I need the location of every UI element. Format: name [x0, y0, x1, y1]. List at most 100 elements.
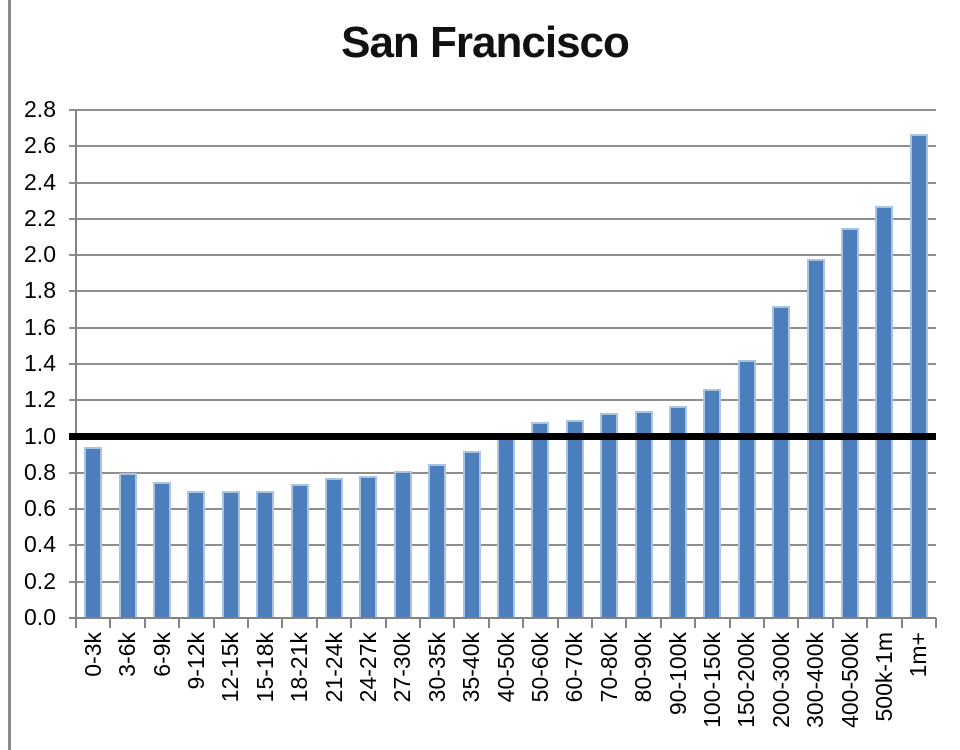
x-tick-mark: [522, 618, 525, 628]
x-tick-label: 50-60k: [526, 632, 553, 703]
gridline: [69, 326, 936, 329]
x-tick-mark: [178, 618, 181, 628]
x-tick-label: 3-6k: [114, 632, 141, 677]
gridline: [69, 363, 936, 365]
bar: [325, 478, 343, 618]
y-tick-label: 0.8: [24, 458, 56, 485]
bar: [634, 411, 653, 618]
x-tick-label: 150-200k: [733, 632, 760, 728]
x-tick-mark: [75, 618, 77, 628]
x-tick-label: 18-21k: [286, 632, 313, 703]
bar: [256, 491, 275, 618]
x-tick-mark: [728, 618, 731, 628]
x-tick-mark: [591, 618, 593, 628]
y-tick-label: 2.0: [24, 241, 56, 268]
gridline: [69, 217, 936, 220]
x-tick-label: 100-150k: [698, 632, 725, 728]
x-tick-label: 40-50k: [492, 632, 519, 703]
gridline: [69, 290, 936, 293]
y-axis: [75, 110, 77, 618]
bar: [600, 412, 619, 618]
y-tick-label: 1.0: [24, 422, 56, 449]
y-tick-label: 2.4: [24, 168, 56, 195]
x-tick-mark: [556, 618, 559, 628]
bar: [359, 476, 378, 618]
x-tick-label: 70-80k: [595, 632, 622, 703]
x-tick-mark: [109, 618, 112, 628]
bar: [772, 305, 791, 618]
bar: [497, 434, 515, 618]
x-tick-label: 30-35k: [423, 632, 450, 703]
x-tick-mark: [659, 618, 662, 628]
x-tick-mark: [247, 618, 249, 628]
bar: [393, 471, 412, 618]
x-tick-label: 6-9k: [148, 632, 175, 677]
reference-line: [69, 433, 936, 441]
x-tick-label: 12-15k: [217, 632, 244, 703]
x-tick-mark: [315, 618, 318, 628]
y-tick-label: 2.2: [24, 204, 56, 231]
y-tick-label: 0.0: [24, 604, 56, 630]
bar: [737, 360, 756, 618]
x-tick-label: 15-18k: [251, 632, 278, 703]
x-tick-label: 300-400k: [802, 632, 829, 728]
x-tick-mark: [487, 618, 490, 628]
x-tick-mark: [625, 618, 628, 628]
chart-title: San Francisco: [341, 18, 630, 67]
gridline: [69, 181, 936, 184]
bar: [703, 389, 722, 618]
x-tick-label: 9-12k: [182, 632, 209, 690]
y-tick-label: 1.2: [24, 386, 56, 413]
bar: [841, 227, 859, 618]
x-tick-mark: [384, 618, 387, 628]
x-tick-mark: [935, 618, 937, 628]
x-axis: [69, 617, 936, 619]
bar: [221, 491, 240, 618]
bar: [187, 491, 206, 618]
x-tick-mark: [350, 618, 353, 628]
x-tick-label: 35-40k: [458, 632, 485, 703]
x-tick-mark: [694, 618, 697, 628]
x-tick-mark: [453, 618, 456, 628]
x-tick-label: 60-70k: [561, 632, 588, 703]
x-tick-label: 21-24k: [320, 632, 347, 703]
x-tick-label: 80-90k: [630, 632, 657, 703]
bar: [531, 422, 550, 618]
y-tick-label: 0.4: [24, 531, 56, 558]
bar: [290, 483, 309, 618]
gridline: [69, 145, 936, 148]
x-tick-mark: [281, 618, 284, 628]
bar: [118, 472, 137, 618]
bar: [153, 481, 171, 618]
gridline: [69, 109, 936, 111]
bar: [84, 447, 103, 618]
bar: [669, 405, 687, 618]
x-tick-mark: [419, 618, 421, 628]
bar: [875, 206, 894, 618]
x-tick-mark: [763, 618, 765, 628]
x-tick-mark: [212, 618, 215, 628]
gridline: [69, 254, 936, 257]
y-tick-label: 2.8: [24, 96, 56, 122]
x-tick-label: 24-27k: [354, 632, 381, 703]
x-tick-label: 1m+: [905, 632, 932, 678]
gridline: [69, 399, 936, 402]
y-tick-label: 2.6: [24, 132, 56, 159]
x-tick-label: 90-100k: [664, 632, 691, 716]
y-tick-label: 1.8: [24, 277, 56, 304]
x-tick-label: 0-3k: [79, 632, 106, 677]
bar: [428, 463, 447, 618]
y-tick-label: 0.2: [24, 567, 56, 594]
x-tick-label: 27-30k: [389, 632, 416, 703]
x-tick-mark: [900, 618, 903, 628]
y-tick-label: 1.6: [24, 313, 56, 340]
x-tick-label: 200-300k: [767, 632, 794, 728]
x-tick-label: 500k-1m: [870, 632, 897, 722]
bar: [909, 133, 928, 618]
y-tick-label: 0.6: [24, 495, 56, 522]
x-tick-mark: [831, 618, 834, 628]
window-left-border: [8, 0, 11, 750]
bar: [565, 420, 584, 618]
bar: [462, 451, 481, 618]
